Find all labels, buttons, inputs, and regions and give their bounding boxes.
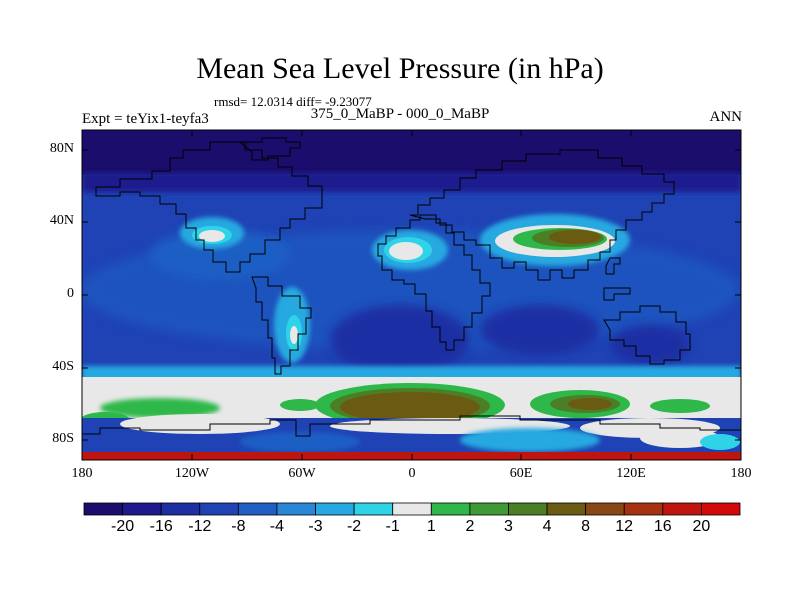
colorbar-cell xyxy=(585,502,625,516)
colorbar-label: -8 xyxy=(231,518,246,535)
stats-line: rmsd= 12.0314 diff= -9.23077 xyxy=(214,94,372,109)
colorbar xyxy=(83,502,741,516)
colorbar-label: -2 xyxy=(346,518,362,535)
map-subtitle: 375_0_MaBP - 000_0_MaBP xyxy=(310,106,490,122)
colorbar-label: 4 xyxy=(542,518,552,535)
colorbar-cell xyxy=(701,502,741,516)
asia-high xyxy=(480,214,630,266)
colorbar-label: -12 xyxy=(188,518,212,535)
colorbar-label: 16 xyxy=(653,518,672,535)
colorbar-cell xyxy=(199,502,239,516)
colorbar-label: -3 xyxy=(308,518,323,535)
colorbar-cell xyxy=(276,502,316,516)
lat-tick-80n: 80N xyxy=(49,141,74,156)
colorbar-label: -1 xyxy=(385,518,400,535)
colorbar-cell xyxy=(122,502,162,516)
colorbar-label: 3 xyxy=(504,518,513,535)
north-america-high xyxy=(180,217,244,249)
colorbar-cell xyxy=(237,502,278,516)
colorbar-label: 20 xyxy=(692,518,711,535)
colorbar-cell xyxy=(546,502,587,516)
southern-ocean-anomaly xyxy=(82,366,741,460)
colorbar-cell xyxy=(392,502,432,516)
tick-marks xyxy=(81,130,742,460)
colorbar-cell xyxy=(353,502,394,516)
lon-tick-60e: 60E xyxy=(509,466,533,481)
colorbar-label: -16 xyxy=(149,518,173,535)
colorbar-cell xyxy=(469,502,509,516)
colorbar-label: -20 xyxy=(111,518,135,535)
lon-tick-120w: 120W xyxy=(174,466,210,481)
colorbar-label: -4 xyxy=(269,518,284,535)
arctic-low xyxy=(82,130,741,175)
colorbar-cell xyxy=(160,502,201,516)
pressure-field xyxy=(82,130,741,460)
africa-high xyxy=(372,230,448,270)
lon-tick-180e: 180 xyxy=(730,466,752,481)
south-america-high xyxy=(274,287,310,363)
lon-tick-120e: 120E xyxy=(616,466,646,481)
lat-tick-40s: 40S xyxy=(52,359,74,374)
coastlines xyxy=(82,137,741,437)
colorbar-label: 12 xyxy=(615,518,634,535)
colorbar-cell xyxy=(430,502,471,516)
colorbar-label: 2 xyxy=(465,518,475,535)
colorbar-cell xyxy=(315,502,355,516)
colorbar-label: 8 xyxy=(581,518,591,535)
lat-tick-0: 0 xyxy=(67,286,74,301)
colorbar-cell xyxy=(662,502,702,516)
colorbar-label: 1 xyxy=(426,518,436,535)
colorbar-cell xyxy=(508,502,548,516)
lat-tick-80s: 80S xyxy=(52,431,74,446)
map-title: Mean Sea Level Pressure (in hPa) xyxy=(196,52,604,85)
experiment-label: Expt = teYix1-teyfa3 xyxy=(82,111,209,127)
lat-tick-40n: 40N xyxy=(49,213,74,228)
colorbar-cell xyxy=(83,502,123,516)
colorbar-cell xyxy=(623,502,664,516)
lon-tick-0: 0 xyxy=(408,466,416,481)
season-label: ANN xyxy=(709,109,743,125)
lon-tick-60w: 60W xyxy=(288,466,316,481)
lon-tick-180w: 180 xyxy=(71,466,93,481)
